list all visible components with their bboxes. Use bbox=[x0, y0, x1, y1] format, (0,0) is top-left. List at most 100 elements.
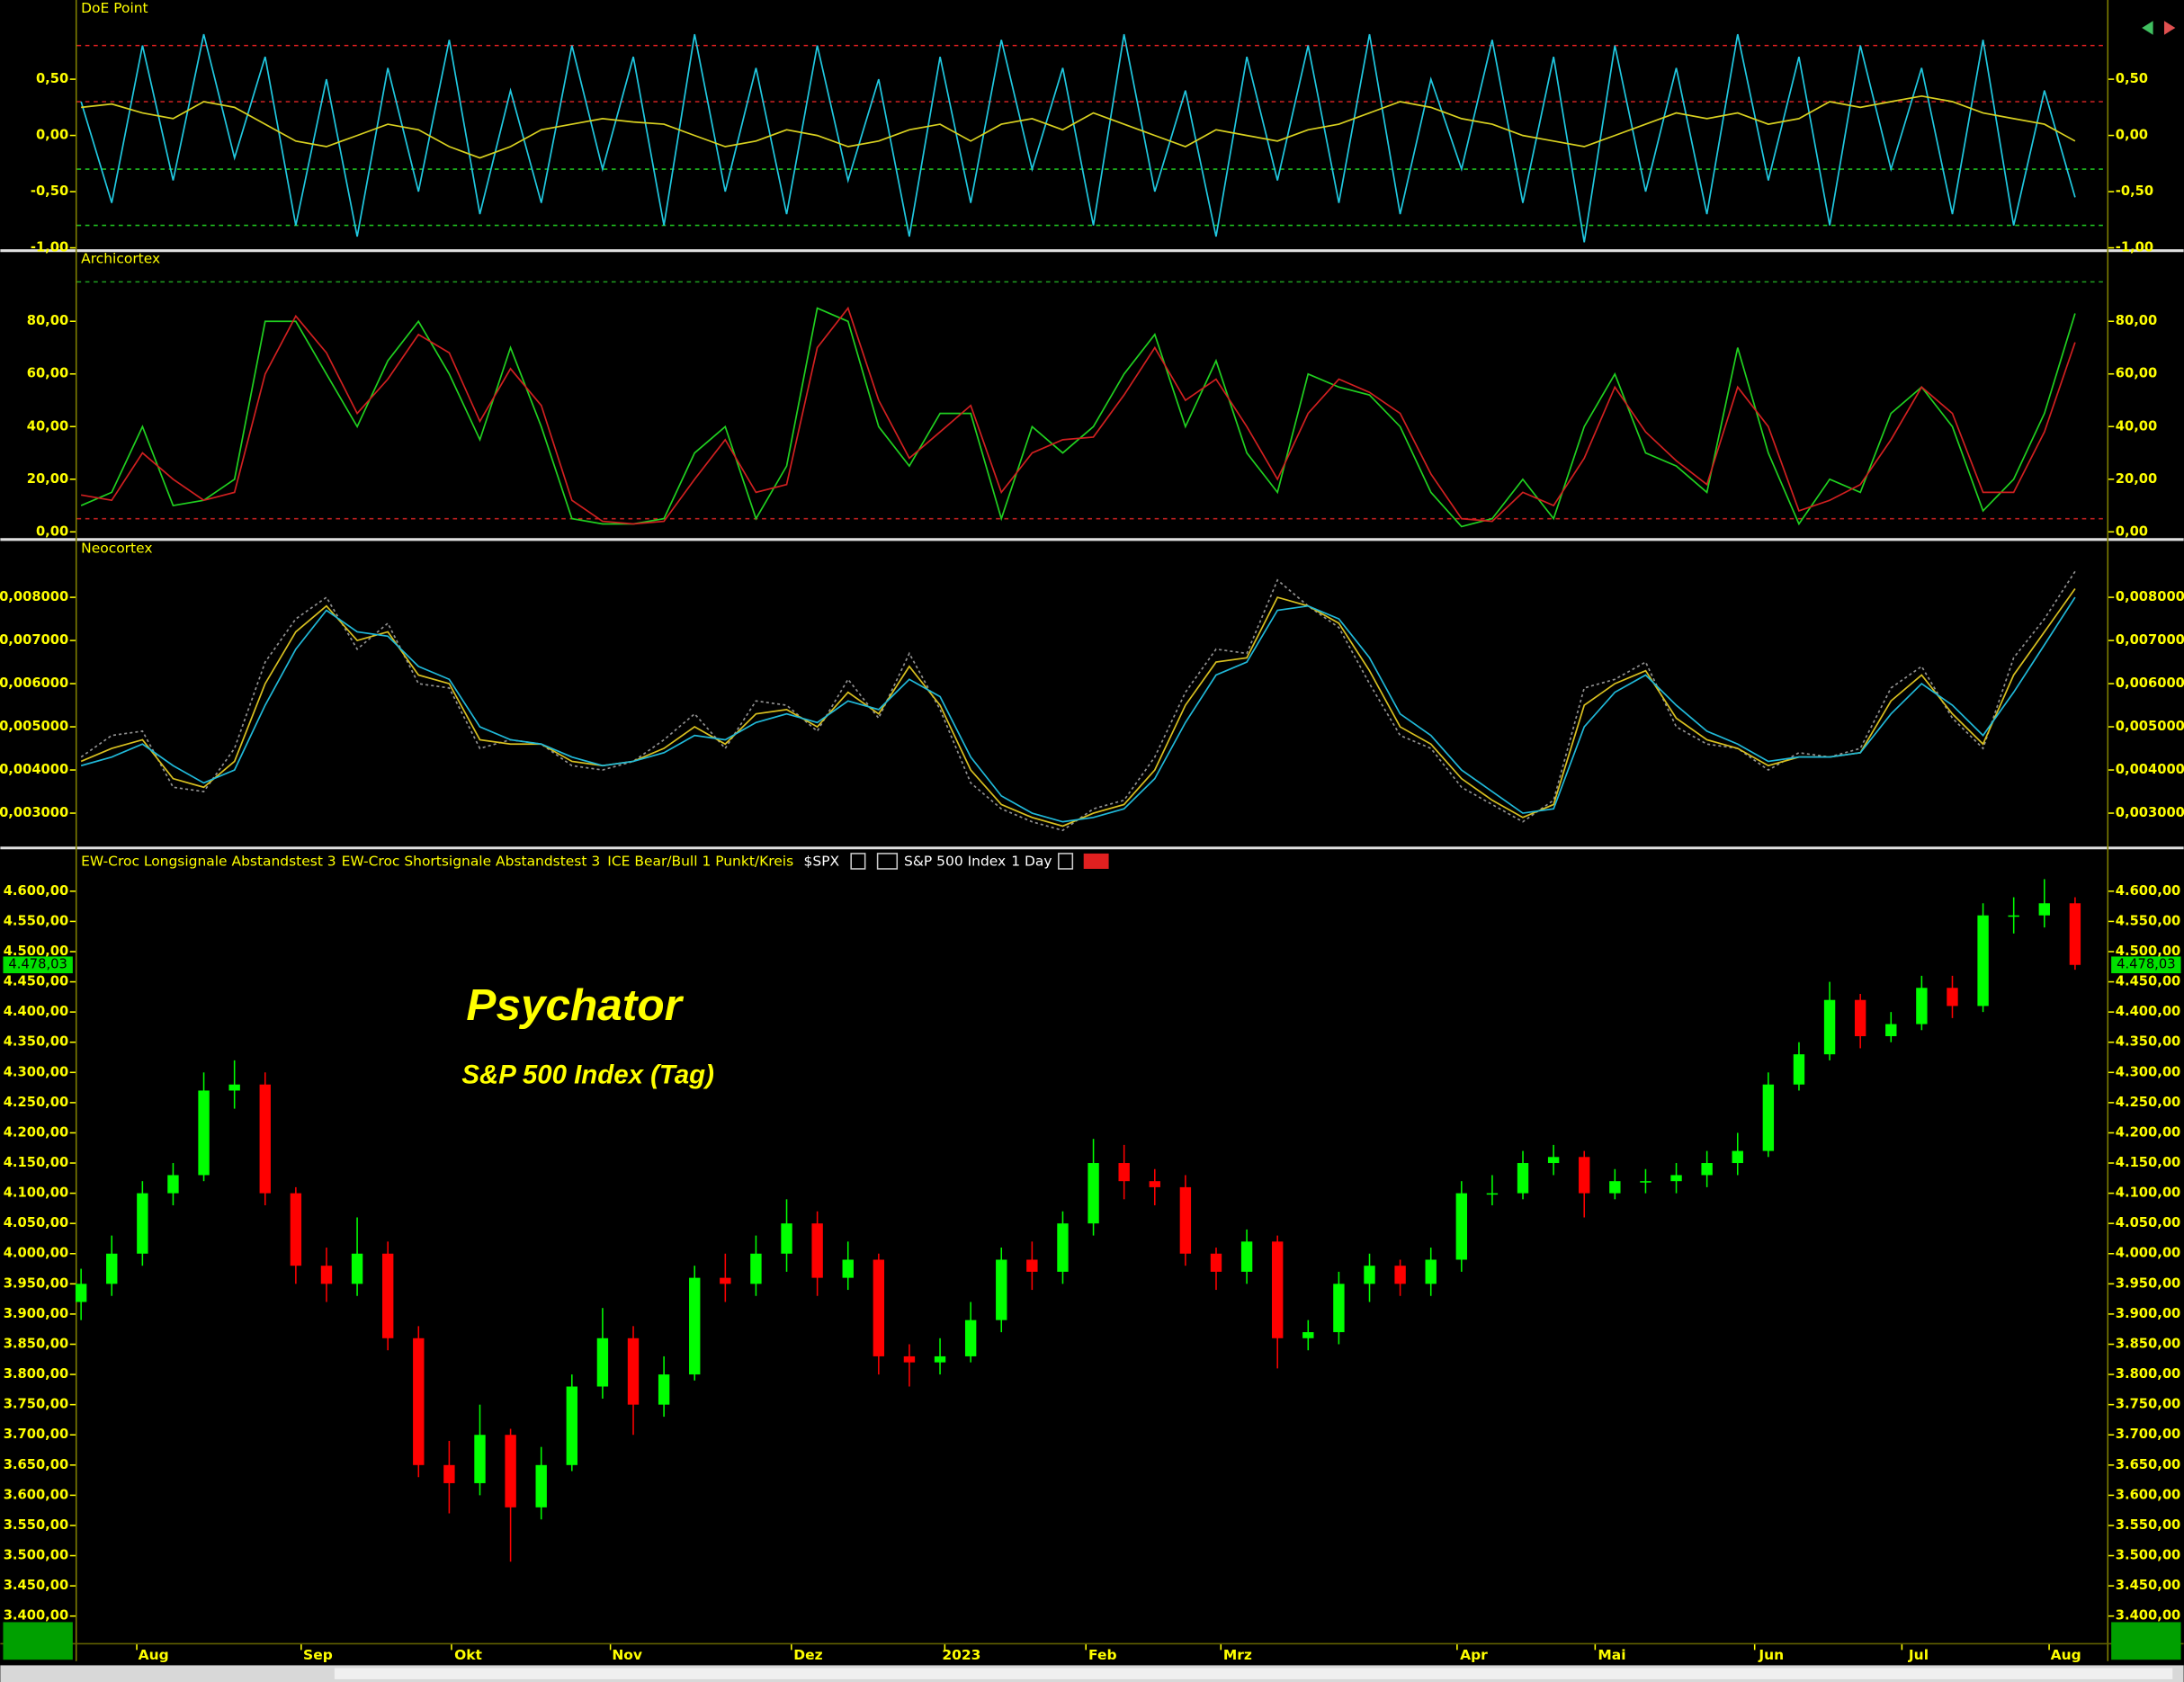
candle-body bbox=[1609, 1181, 1621, 1194]
y-tick-label: 4.050,00 bbox=[2116, 1215, 2180, 1230]
x-tick-label: 2023 bbox=[942, 1647, 980, 1663]
x-tick-label: Aug bbox=[2051, 1647, 2081, 1663]
y-tick-label: 20,00 bbox=[2116, 471, 2157, 487]
y-tick-label: 0,003000 bbox=[2116, 805, 2184, 820]
y-tick-label: 3.400,00 bbox=[4, 1608, 68, 1624]
y-tick-label: 3.650,00 bbox=[2116, 1457, 2180, 1472]
y-tick-label: 4.150,00 bbox=[4, 1155, 68, 1170]
candle-body bbox=[1916, 988, 1928, 1024]
y-tick-label: 3.900,00 bbox=[4, 1306, 68, 1321]
candle-body bbox=[934, 1355, 946, 1363]
corner-box-left bbox=[3, 1622, 73, 1660]
y-tick-label: 0,00 bbox=[2116, 128, 2148, 143]
dropdown[interactable] bbox=[1058, 853, 1074, 870]
candle-body bbox=[996, 1259, 1007, 1320]
candle-body bbox=[474, 1435, 486, 1483]
last-price-tag bbox=[2111, 956, 2181, 974]
instrument: S&P 500 Index bbox=[904, 854, 1006, 870]
candle-body bbox=[259, 1084, 271, 1194]
y-tick-label: -1,00 bbox=[2116, 240, 2153, 255]
y-tick-label: 0,007000 bbox=[0, 632, 68, 648]
candle-body bbox=[1793, 1054, 1805, 1085]
candle-body bbox=[1088, 1163, 1099, 1224]
candle-body bbox=[75, 1284, 87, 1302]
candle-body bbox=[1394, 1266, 1406, 1284]
y-tick-label: -0,50 bbox=[31, 183, 68, 199]
candle-body bbox=[689, 1277, 701, 1375]
y-tick-label: 0,00 bbox=[36, 128, 68, 143]
y-tick-label: 4.500,00 bbox=[4, 944, 68, 959]
candle-body bbox=[903, 1355, 916, 1363]
series-line bbox=[80, 306, 2076, 525]
candle-body bbox=[1272, 1241, 1284, 1338]
y-tick-label: 3.550,00 bbox=[2116, 1517, 2180, 1533]
dropdown[interactable] bbox=[876, 853, 899, 870]
y-tick-label: 3.850,00 bbox=[2116, 1336, 2180, 1351]
candle-body bbox=[1517, 1163, 1529, 1194]
y-tick-label: 0,007000 bbox=[2116, 632, 2184, 648]
candle-body bbox=[1579, 1157, 1590, 1194]
last-price-tag bbox=[3, 956, 73, 974]
candle-body bbox=[596, 1338, 609, 1387]
y-tick-label: 4.600,00 bbox=[2116, 883, 2180, 899]
x-tick-label: Apr bbox=[1460, 1647, 1488, 1663]
candle-body bbox=[1026, 1259, 1038, 1272]
candle-body bbox=[1885, 1024, 1897, 1037]
study-name: ICE Bear/Bull 1 Punkt/Kreis bbox=[607, 854, 793, 870]
scrollbar-thumb[interactable] bbox=[334, 1668, 2173, 1679]
y-tick-label: 3.500,00 bbox=[4, 1548, 68, 1563]
y-tick-label: 4.350,00 bbox=[2116, 1034, 2180, 1050]
series-line bbox=[81, 94, 2076, 159]
y-tick-label: 4.050,00 bbox=[4, 1215, 68, 1230]
nav-arrow[interactable] bbox=[2142, 21, 2153, 35]
candle-body bbox=[443, 1464, 455, 1483]
candle-body bbox=[1240, 1241, 1253, 1272]
corner-box-right bbox=[2111, 1622, 2181, 1660]
x-tick-label: Mrz bbox=[1223, 1647, 1252, 1663]
y-tick-label: -0,50 bbox=[2116, 183, 2153, 199]
y-tick-label: 3.450,00 bbox=[2116, 1578, 2180, 1593]
y-tick-label: 4.300,00 bbox=[2116, 1064, 2180, 1079]
y-tick-label: 3.750,00 bbox=[2116, 1397, 2180, 1412]
candle-body bbox=[535, 1464, 547, 1508]
candle-body bbox=[1640, 1181, 1651, 1183]
candle-body bbox=[106, 1253, 118, 1284]
y-tick-label: 0,005000 bbox=[0, 719, 68, 734]
candle-body bbox=[1179, 1186, 1192, 1254]
nav-icon[interactable] bbox=[2142, 21, 2176, 35]
candle-body bbox=[198, 1090, 210, 1176]
y-tick-label: 0,005000 bbox=[2116, 719, 2184, 734]
y-tick-label: 0,008000 bbox=[2116, 589, 2184, 604]
dropdown[interactable] bbox=[850, 853, 866, 870]
candle-body bbox=[750, 1253, 762, 1284]
candle-body bbox=[381, 1253, 394, 1338]
nav-arrow[interactable] bbox=[2163, 21, 2176, 35]
frame bbox=[0, 249, 2184, 850]
candle-body bbox=[137, 1193, 148, 1254]
y-tick-label: 80,00 bbox=[27, 313, 68, 328]
y-tick-label: 0,008000 bbox=[0, 589, 68, 604]
y-tick-label: 4.450,00 bbox=[2116, 974, 2180, 989]
y-tick-label: 3.800,00 bbox=[2116, 1366, 2180, 1382]
y-tick-label: -1,00 bbox=[31, 240, 68, 255]
y-tick-label: 4.250,00 bbox=[4, 1095, 68, 1110]
x-tick-label: Nov bbox=[612, 1647, 642, 1663]
x-tick-label: Feb bbox=[1088, 1647, 1117, 1663]
y-tick-label: 4.100,00 bbox=[4, 1185, 68, 1201]
candle-body bbox=[658, 1374, 670, 1405]
y-tick-label: 4.550,00 bbox=[4, 913, 68, 928]
y-tick-label: 0,004000 bbox=[0, 762, 68, 777]
series-line bbox=[80, 33, 2076, 243]
y-tick-label: 3.850,00 bbox=[4, 1336, 68, 1351]
y-tick-label: 3.750,00 bbox=[4, 1397, 68, 1412]
candle-body bbox=[842, 1259, 854, 1278]
candle-body bbox=[505, 1435, 516, 1508]
button[interactable] bbox=[1083, 853, 1109, 869]
y-tick-label: 4.450,00 bbox=[4, 974, 68, 989]
candle-body bbox=[290, 1193, 302, 1266]
x-tick-label: Okt bbox=[454, 1647, 482, 1663]
y-tick-label: 4.300,00 bbox=[4, 1064, 68, 1079]
y-tick-label: 3.950,00 bbox=[4, 1275, 68, 1291]
